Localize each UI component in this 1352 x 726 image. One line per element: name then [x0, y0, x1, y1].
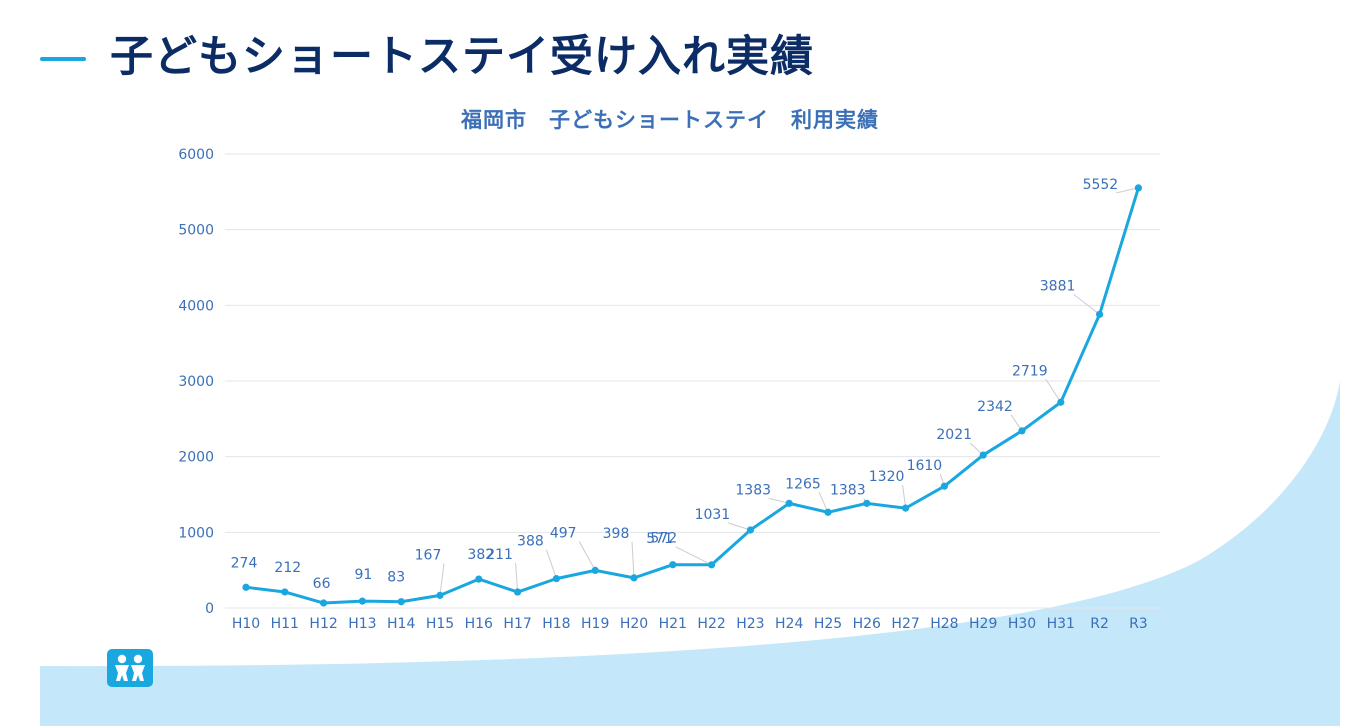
data-label: 398	[603, 526, 630, 542]
x-tick-label: H11	[271, 616, 299, 632]
data-label: 497	[550, 525, 577, 541]
data-point	[358, 597, 366, 605]
y-tick-label: 2000	[178, 450, 214, 466]
data-point	[863, 499, 871, 507]
x-tick-label: H13	[348, 616, 376, 632]
x-tick-label: H27	[891, 616, 919, 632]
data-label: 1265	[785, 476, 821, 492]
data-label-leader	[902, 485, 907, 509]
title-accent-bar	[40, 57, 86, 61]
x-tick-label: H23	[736, 616, 764, 632]
data-point	[1018, 427, 1026, 435]
data-label-leader	[439, 563, 445, 596]
data-point	[397, 598, 405, 606]
x-tick-label: H24	[775, 616, 803, 632]
x-tick-label: R3	[1129, 616, 1148, 632]
data-point	[552, 575, 561, 583]
data-label: 572	[650, 531, 677, 547]
data-label: 1031	[695, 507, 731, 523]
x-tick-label: H26	[853, 616, 881, 632]
data-label: 274	[231, 555, 258, 571]
data-label: 66	[313, 576, 331, 592]
data-label: 5552	[1083, 177, 1119, 193]
data-point	[630, 574, 638, 582]
data-label: 2342	[977, 399, 1013, 415]
children-logo-icon	[107, 649, 153, 687]
data-label-leader	[545, 549, 557, 579]
data-label-leader	[578, 541, 596, 571]
x-tick-label: H15	[426, 616, 454, 632]
data-point	[979, 451, 987, 459]
data-point	[940, 482, 949, 490]
data-point	[436, 591, 444, 599]
background-wave-shape	[40, 380, 1340, 726]
x-tick-label: H20	[620, 616, 648, 632]
data-label: 388	[517, 534, 544, 550]
data-point	[1134, 184, 1142, 192]
data-label-leader	[631, 541, 635, 578]
data-label: 2719	[1012, 363, 1048, 379]
data-point	[708, 561, 716, 569]
data-label-leader	[1116, 187, 1139, 194]
x-tick-label: H21	[659, 616, 687, 632]
x-tick-label: H18	[542, 616, 570, 632]
slide-title: 子どもショートステイ受け入れ実績	[110, 32, 814, 82]
data-label: 1610	[907, 458, 943, 474]
y-tick-label: 0	[205, 601, 214, 617]
data-label-leader	[675, 546, 712, 566]
x-tick-label: H14	[387, 616, 415, 632]
y-tick-label: 6000	[178, 147, 214, 163]
y-tick-label: 1000	[178, 525, 214, 541]
data-point	[475, 575, 483, 583]
x-tick-label: H22	[697, 616, 725, 632]
data-label: 91	[354, 567, 372, 583]
data-label: 211	[486, 547, 513, 563]
x-tick-label: H16	[465, 616, 493, 632]
data-point	[902, 504, 910, 512]
data-point	[591, 566, 599, 574]
series-line	[244, 186, 1140, 605]
data-label: 1383	[735, 482, 771, 498]
x-tick-label: H30	[1008, 616, 1036, 632]
data-point	[1057, 398, 1065, 406]
data-label: 167	[415, 547, 442, 563]
data-point	[320, 599, 328, 607]
data-label: 1383	[830, 482, 866, 498]
data-point	[669, 561, 677, 569]
data-label-leader	[515, 562, 519, 593]
data-label-leader	[818, 492, 829, 513]
data-point	[746, 526, 755, 534]
data-label: 382	[467, 547, 494, 563]
data-label-leader	[728, 522, 751, 531]
data-point	[785, 499, 793, 507]
x-tick-label: H28	[930, 616, 958, 632]
data-label: 212	[274, 560, 301, 576]
x-tick-label: H29	[969, 616, 997, 632]
chart-title: 福岡市 子どもショートステイ 利用実績	[461, 108, 879, 132]
x-tick-label: H31	[1047, 616, 1075, 632]
y-tick-label: 4000	[178, 298, 214, 314]
x-tick-label: H12	[309, 616, 337, 632]
data-label-leader	[1073, 293, 1100, 315]
data-label: 3881	[1040, 278, 1076, 294]
y-tick-label: 3000	[178, 374, 214, 390]
data-point	[1096, 310, 1104, 318]
data-point	[281, 588, 289, 596]
x-tick-label: H25	[814, 616, 842, 632]
x-tick-label: H10	[232, 616, 260, 632]
x-tick-label: H17	[503, 616, 531, 632]
data-label: 83	[387, 570, 405, 586]
x-tick-label: H19	[581, 616, 609, 632]
x-tick-label: R2	[1090, 616, 1109, 632]
data-point	[242, 583, 250, 591]
data-label: 1320	[869, 469, 905, 485]
data-point	[514, 588, 522, 596]
data-point	[824, 508, 832, 516]
data-label: 2021	[936, 427, 972, 443]
data-label: 571	[646, 531, 673, 547]
data-label-leader	[1045, 378, 1062, 403]
y-tick-label: 5000	[178, 223, 214, 239]
